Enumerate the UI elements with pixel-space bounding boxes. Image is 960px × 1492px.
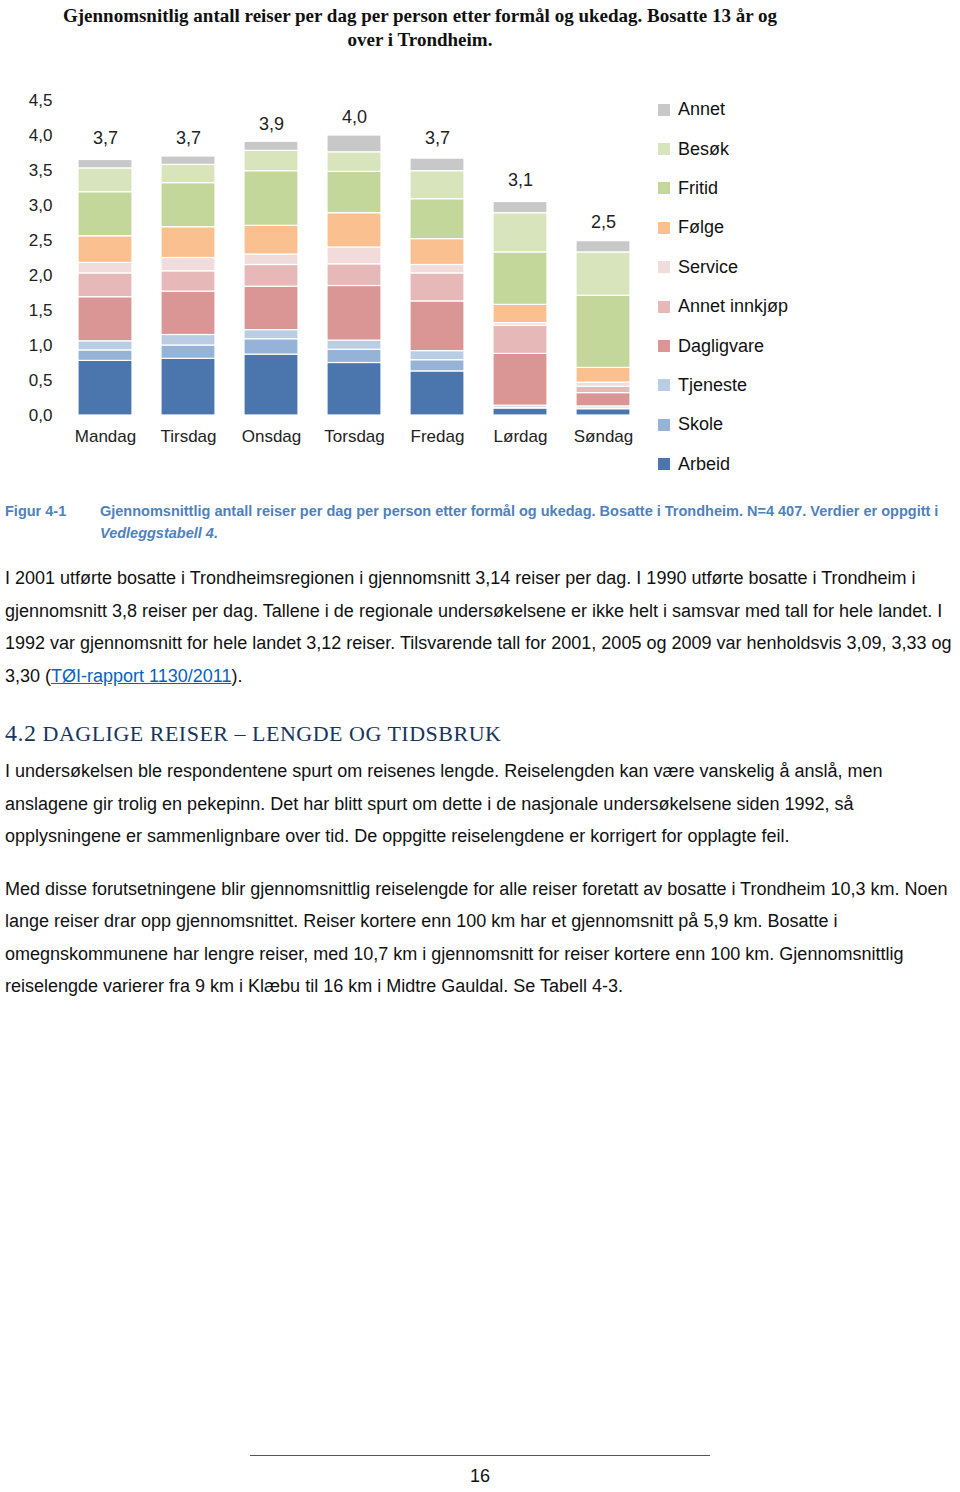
html-text:Figur 4-1: Figur 4-1 [5, 503, 67, 519]
svg-text:3,0: 3,0 [29, 196, 53, 215]
html-text:Følge: Følge [678, 217, 724, 238]
svg-text:1,5: 1,5 [29, 301, 53, 320]
html-text:4.2 DAGLIGE REISER – LENGDE OG: 4.2 DAGLIGE REISER – LENGDE OG TIDSBRUK [5, 720, 502, 746]
svg-text:3,9: 3,9 [259, 114, 284, 134]
svg-text:3,7: 3,7 [425, 128, 450, 148]
svg-text:3,1: 3,1 [508, 170, 533, 190]
svg-text:2,5: 2,5 [591, 212, 616, 232]
svg-text:Tirsdag: Tirsdag [160, 427, 216, 446]
svg-text:3,7: 3,7 [93, 128, 118, 148]
html-text:Gjennomsnittlig antall reiser: Gjennomsnittlig antall reiser per dag pe… [100, 503, 939, 519]
svg-text:0,0: 0,0 [29, 406, 53, 425]
html-text:Besøk: Besøk [678, 138, 729, 159]
html-text:Annet innkjøp: Annet innkjøp [678, 296, 789, 317]
svg-text:2,5: 2,5 [29, 231, 53, 250]
svg-text:0,5: 0,5 [29, 371, 53, 390]
html-text:Dagligvare: Dagligvare [678, 335, 764, 356]
html-text:Skole: Skole [678, 414, 723, 435]
svg-text:4,0: 4,0 [29, 126, 53, 145]
html-text:16: 16 [470, 1466, 490, 1486]
svg-text:Mandag: Mandag [75, 427, 136, 446]
html-text:I 2001 utførte bosatte i Trond: I 2001 utførte bosatte i Trondheimsregio… [5, 568, 952, 686]
html-text:Service: Service [678, 256, 738, 277]
svg-text:4,0: 4,0 [342, 107, 367, 127]
html-text:Gjennomsnitlig antall reiser p: Gjennomsnitlig antall reiser per dag per… [63, 5, 777, 50]
svg-text:3,5: 3,5 [29, 161, 53, 180]
svg-text:3,7: 3,7 [176, 128, 201, 148]
html-text:Annet: Annet [678, 99, 725, 120]
html-text:Vedleggstabell 4.: Vedleggstabell 4. [100, 525, 218, 541]
svg-text:1,0: 1,0 [29, 336, 53, 355]
svg-text:Lørdag: Lørdag [494, 427, 548, 446]
svg-text:2,0: 2,0 [29, 266, 53, 285]
html-text:Tjeneste: Tjeneste [678, 374, 747, 395]
svg-text:Onsdag: Onsdag [242, 427, 302, 446]
svg-text:Torsdag: Torsdag [324, 427, 384, 446]
svg-text:Søndag: Søndag [574, 427, 634, 446]
html-text:Fritid: Fritid [678, 178, 718, 198]
svg-text:Fredag: Fredag [411, 427, 465, 446]
html-text:I undersøkelsen ble respondent: I undersøkelsen ble respondentene spurt … [5, 761, 883, 846]
svg-text:4,5: 4,5 [29, 91, 53, 110]
html-text:Arbeid: Arbeid [678, 453, 730, 474]
html-text:Med disse forutsetningene blir: Med disse forutsetningene blir gjennomsn… [5, 878, 948, 996]
